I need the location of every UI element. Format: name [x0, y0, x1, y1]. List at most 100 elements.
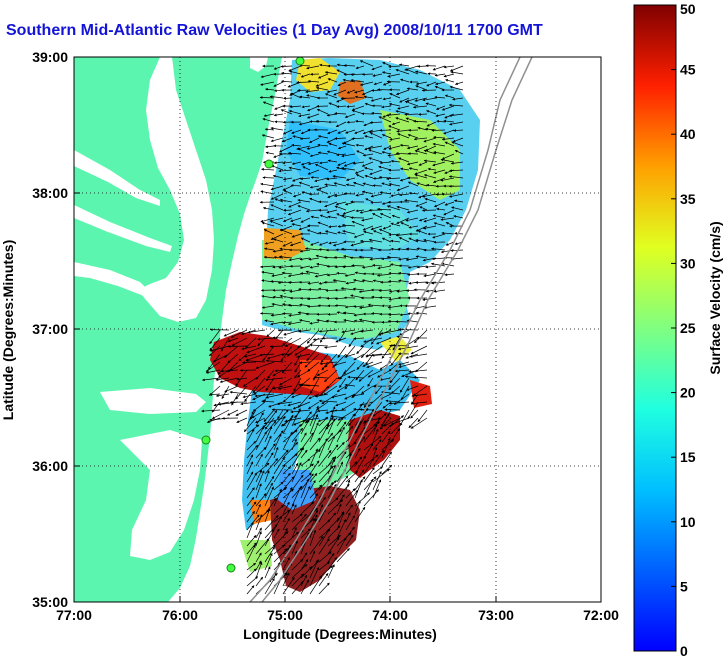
velocity-arrow [278, 377, 293, 386]
velocity-arrow [308, 257, 320, 261]
velocity-arrow [327, 483, 337, 499]
velocity-arrow [422, 225, 437, 230]
velocity-arrow [408, 167, 419, 171]
velocity-arrow [269, 95, 284, 99]
velocity-arrow [300, 419, 310, 435]
velocity-arrow [254, 393, 275, 398]
velocity-arrow [263, 409, 275, 422]
colorbar-tick-label: 35 [680, 191, 696, 207]
velocity-arrow [262, 101, 275, 107]
velocity-arrow [405, 247, 419, 251]
velocity-arrow [408, 417, 419, 429]
velocity-arrow [345, 512, 351, 523]
velocity-arrow [318, 504, 324, 515]
velocity-arrow [281, 271, 293, 275]
velocity-arrow [390, 239, 401, 243]
velocity-arrow [381, 237, 392, 243]
velocity-arrow [414, 329, 428, 344]
velocity-arrow [418, 161, 428, 166]
velocity-arrow [404, 100, 419, 107]
velocity-arrow [309, 405, 319, 427]
velocity-arrow [273, 446, 279, 459]
velocity-arrow [399, 377, 410, 393]
velocity-arrow [315, 81, 329, 87]
velocity-arrow [246, 411, 254, 427]
velocity-arrow [345, 183, 356, 187]
velocity-arrow [249, 409, 257, 420]
velocity-arrow [378, 116, 392, 123]
velocity-arrow [288, 166, 302, 171]
velocity-arrow [390, 222, 401, 227]
velocity-arrow [298, 287, 311, 291]
velocity-arrow [334, 304, 347, 307]
velocity-arrow [414, 97, 428, 102]
velocity-arrow [344, 113, 356, 118]
velocity-arrow [306, 113, 320, 119]
velocity-arrow [445, 78, 455, 83]
velocity-arrow [335, 201, 347, 206]
velocity-arrow [255, 483, 262, 499]
velocity-arrow [417, 64, 428, 68]
velocity-arrow [320, 385, 329, 396]
velocity-arrow [316, 108, 329, 115]
velocity-arrow [257, 337, 266, 347]
velocity-arrow [314, 393, 329, 398]
velocity-arrow [331, 393, 347, 399]
velocity-arrow [353, 233, 365, 238]
velocity-arrow [255, 426, 265, 443]
velocity-arrow [290, 184, 302, 187]
velocity-arrow [390, 193, 401, 198]
velocity-arrow [345, 515, 355, 531]
velocity-arrow [361, 161, 374, 167]
velocity-arrow [398, 279, 410, 283]
velocity-arrow [372, 409, 383, 417]
velocity-arrow [404, 113, 419, 116]
velocity-arrow [327, 129, 338, 135]
x-axis-label: Longitude (Degrees:Minutes) [243, 626, 437, 642]
velocity-arrow [300, 458, 311, 467]
velocity-arrow [304, 337, 320, 349]
velocity-arrow [255, 369, 266, 380]
velocity-arrow [264, 410, 278, 427]
velocity-arrow [327, 435, 335, 451]
velocity-arrow [354, 426, 366, 443]
velocity-arrow [255, 469, 263, 483]
velocity-arrow [353, 401, 365, 417]
velocity-arrow [262, 176, 275, 180]
velocity-arrow [260, 265, 275, 269]
velocity-arrow [336, 426, 345, 443]
velocity-arrow [327, 455, 337, 475]
velocity-arrow [326, 89, 338, 93]
velocity-arrow [273, 457, 285, 475]
velocity-arrow [346, 89, 356, 94]
velocity-arrow [369, 121, 383, 124]
velocity-arrow [255, 514, 263, 531]
velocity-arrow [265, 145, 275, 149]
velocity-arrow [381, 134, 392, 139]
velocity-arrow [328, 225, 338, 229]
velocity-arrow [300, 449, 308, 459]
velocity-arrow [224, 345, 239, 358]
velocity-arrow [381, 71, 392, 75]
velocity-arrow [382, 81, 392, 86]
velocity-arrow [272, 174, 284, 179]
velocity-arrow [227, 345, 248, 348]
velocity-arrow [406, 161, 419, 166]
velocity-arrow [444, 273, 455, 277]
velocity-arrow [450, 249, 464, 252]
velocity-arrow [432, 65, 446, 71]
velocity-arrow [423, 159, 437, 163]
velocity-arrow [454, 149, 464, 155]
velocity-arrow [336, 271, 347, 275]
velocity-arrow [406, 385, 419, 391]
velocity-arrow [406, 97, 419, 103]
velocity-arrow [423, 217, 437, 223]
velocity-arrow [236, 417, 248, 423]
velocity-arrow [336, 444, 351, 459]
velocity-arrow [443, 73, 455, 78]
velocity-arrow [354, 500, 361, 515]
velocity-arrow [327, 429, 342, 443]
velocity-arrow [298, 181, 311, 187]
velocity-arrow [215, 377, 230, 381]
x-tick-label: 75:00 [267, 607, 303, 623]
